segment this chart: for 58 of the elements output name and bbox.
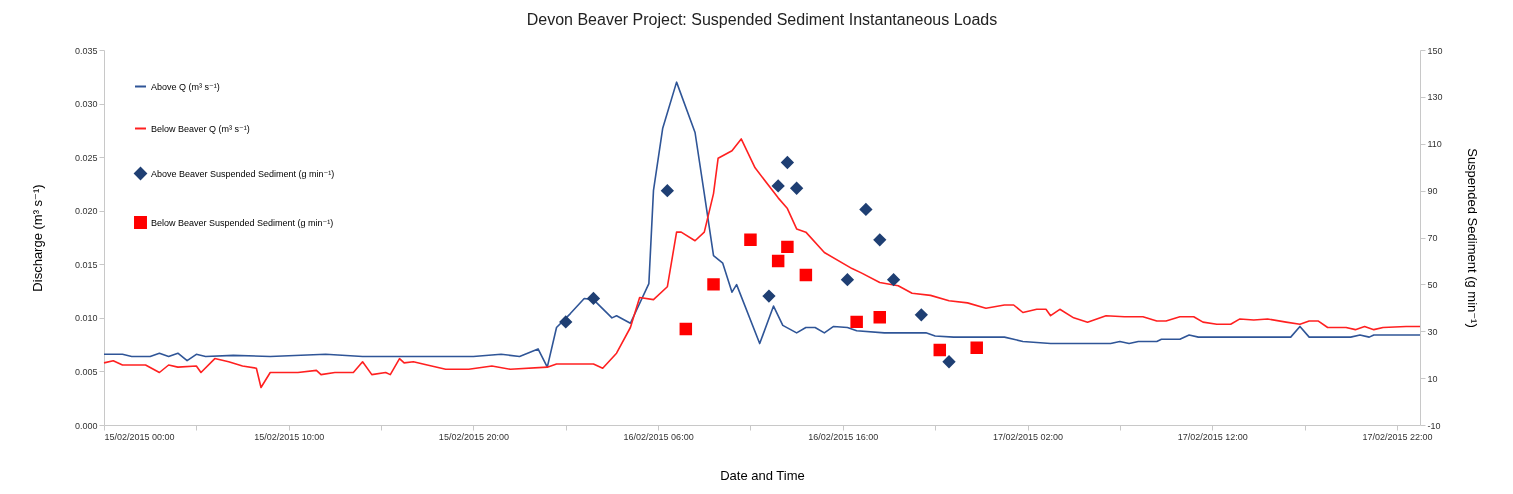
point [771,179,785,193]
y2-tick-label: 150 [1427,45,1443,56]
y-axis-title: Discharge (m³ s⁻¹) [29,184,45,292]
x-tick-label: 16/02/2015 06:00 [623,431,694,442]
point [559,315,572,329]
y-tick-label: 0.005 [74,366,98,377]
point [887,273,900,286]
legend-label: Above Q (m³ s⁻¹) [151,81,220,92]
y-tick-label: 0.020 [74,206,98,217]
y-tick-label: 0.010 [74,313,98,324]
point [762,289,776,303]
y-tick-label: 0.035 [74,45,98,56]
point [970,341,983,354]
y2-tick-label: 30 [1427,326,1438,337]
y-tick-label: 0.000 [74,420,98,431]
point [873,233,886,247]
y2-tick-label: 110 [1427,139,1442,150]
y2-tick-label: 10 [1427,373,1438,384]
legend-label: Above Beaver Suspended Sediment (g min⁻¹) [151,168,335,179]
point [799,268,813,282]
x-tick-label: 15/02/2015 20:00 [438,431,509,442]
x-tick-label: 17/02/2015 12:00 [1177,431,1248,442]
point [661,184,674,197]
chart-title: Devon Beaver Project: Suspended Sediment Instantaneous Loads [526,11,998,28]
point [933,343,947,357]
y2-axis-title: Suspended Sediment (g min⁻¹) [1464,148,1480,328]
legend-label: Below Beaver Suspended Sediment (g min⁻¹) [151,217,334,228]
x-tick-label: 16/02/2015 16:00 [808,431,879,442]
point [850,315,863,329]
y2-tick-label: 50 [1427,279,1438,290]
point [781,156,794,169]
point [771,254,785,268]
y2-tick-label: 130 [1427,92,1443,103]
point [707,278,720,291]
line-series [103,81,1421,368]
x-tick-label: 15/02/2015 10:00 [254,431,325,442]
point [679,322,693,336]
line-series [103,138,1421,389]
point [873,310,886,324]
y-tick-label: 0.015 [74,259,98,270]
y2-tick-label: 90 [1427,186,1438,197]
x-tick-label: 15/02/2015 00:00 [104,431,175,442]
point [790,182,803,195]
x-tick-label: 17/02/2015 02:00 [992,431,1064,442]
point [841,273,854,286]
y2-tick-label: 70 [1427,233,1438,243]
legend-label: Below Beaver Q (m³ s⁻¹) [151,123,250,134]
point [587,292,600,305]
point [942,355,956,368]
y-tick-label: 0.025 [74,152,98,163]
point [781,240,794,254]
x-tick-label: 17/02/2015 22:00 [1362,431,1433,442]
point [859,203,873,216]
x-axis-title: Date and Time [720,467,805,483]
y-tick-label: 0.030 [74,99,98,110]
y2-tick-label: -10 [1427,420,1441,431]
point [915,308,928,322]
point [744,233,757,247]
